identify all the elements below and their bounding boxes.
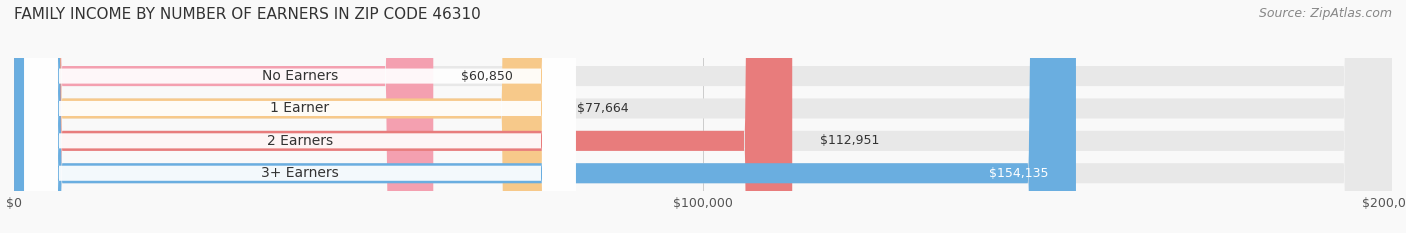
FancyBboxPatch shape	[24, 0, 575, 233]
FancyBboxPatch shape	[24, 0, 575, 233]
Text: $112,951: $112,951	[820, 134, 879, 147]
FancyBboxPatch shape	[14, 0, 433, 233]
FancyBboxPatch shape	[14, 0, 792, 233]
Text: FAMILY INCOME BY NUMBER OF EARNERS IN ZIP CODE 46310: FAMILY INCOME BY NUMBER OF EARNERS IN ZI…	[14, 7, 481, 22]
FancyBboxPatch shape	[24, 0, 575, 233]
Text: 1 Earner: 1 Earner	[270, 101, 329, 116]
FancyBboxPatch shape	[14, 0, 1392, 233]
FancyBboxPatch shape	[14, 0, 550, 233]
Text: No Earners: No Earners	[262, 69, 337, 83]
FancyBboxPatch shape	[14, 0, 1392, 233]
FancyBboxPatch shape	[14, 0, 1076, 233]
FancyBboxPatch shape	[24, 0, 575, 233]
Text: $77,664: $77,664	[576, 102, 628, 115]
FancyBboxPatch shape	[14, 0, 1392, 233]
Text: $154,135: $154,135	[988, 167, 1049, 180]
Text: 3+ Earners: 3+ Earners	[262, 166, 339, 180]
Text: Source: ZipAtlas.com: Source: ZipAtlas.com	[1258, 7, 1392, 20]
FancyBboxPatch shape	[14, 0, 1392, 233]
Text: 2 Earners: 2 Earners	[267, 134, 333, 148]
Text: $60,850: $60,850	[461, 70, 513, 82]
